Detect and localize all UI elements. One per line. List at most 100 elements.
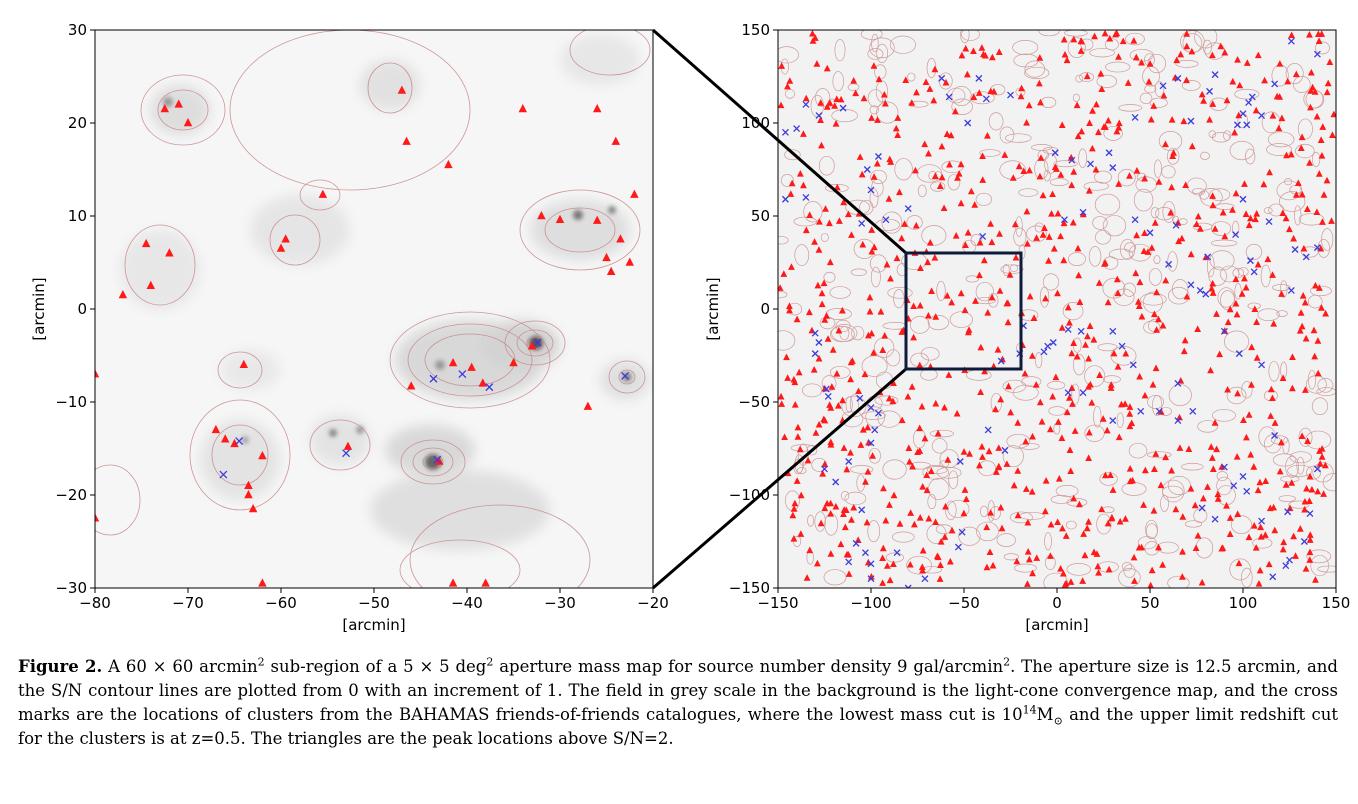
peak-triangle [1022,485,1030,492]
peak-triangle [1012,253,1020,261]
peak-triangle [854,536,862,544]
peak-triangle [1020,167,1028,175]
contour-loop [867,48,884,60]
peak-triangle [850,503,858,511]
cluster-cross [954,543,962,551]
peak-triangle [1253,210,1261,217]
zoom-indicator [652,28,1023,590]
y-tick-label: −10 [55,393,87,411]
peak-triangle [1035,79,1043,87]
contour-loop [1223,130,1232,141]
cluster-cross [621,372,630,380]
peak-triangle [244,480,253,489]
peak-triangle [1323,88,1331,96]
contour-loop [1048,406,1066,416]
peak-triangle [1013,557,1021,565]
peak-triangle [787,190,795,197]
caption-sub-5: ⊙ [1053,714,1063,728]
peak-triangle [1251,305,1259,312]
peak-triangle [1194,325,1202,332]
contour-loop [778,46,799,64]
cluster-cross [533,338,542,347]
peak-triangle [1041,224,1048,232]
peak-triangle [1302,565,1310,572]
contour-loop [1122,282,1136,297]
cluster-cross [1077,327,1085,335]
contour-loop [1191,187,1206,196]
peak-triangle [958,51,966,59]
contour-loop [1322,473,1336,492]
contour-loop [1263,207,1273,214]
contour-loop [1207,254,1215,278]
peak-triangle [815,354,823,362]
peak-triangle [1057,564,1064,572]
peak-triangle [866,307,874,315]
peak-triangle [220,434,230,443]
peak-triangle [1199,494,1207,502]
cluster-cross [938,74,946,82]
peak-triangle [1292,552,1299,559]
peak-triangle [1132,269,1140,277]
contour-loop [865,406,885,428]
peak-triangle [1260,180,1268,188]
peak-triangle [839,396,847,404]
peak-triangle [1022,437,1030,445]
peak-triangle [1130,553,1138,561]
peak-triangle [1138,312,1146,320]
peak-triangle [1088,399,1096,406]
peak-triangle [467,362,476,371]
peak-triangle [1234,56,1241,63]
contour-loop [1295,143,1315,159]
peak-triangle [873,159,881,167]
peak-triangle [244,490,253,499]
peak-triangle [992,405,999,413]
peak-triangle [967,187,975,195]
peak-triangle [1141,174,1149,182]
peak-triangle [1229,206,1236,213]
peak-triangle [849,357,856,364]
peak-triangle [883,562,891,569]
cluster-cross [1189,407,1197,415]
peak-triangle [1169,152,1177,159]
contour-loop [1296,456,1305,475]
contour-loop [874,395,899,406]
peak-triangle [1250,522,1258,529]
peak-triangle [1284,77,1292,85]
peak-triangle [824,335,832,342]
peak-triangle [1176,444,1184,451]
contour-loop [829,326,855,343]
peak-triangle [1026,166,1033,174]
peak-triangle [850,76,858,84]
peak-triangle [1114,363,1122,370]
peak-triangle [1271,526,1279,534]
contour-loop [1184,520,1202,528]
contour-loop [832,71,844,92]
peak-triangle [943,292,951,299]
peak-triangle [952,232,960,239]
contour-loop [970,91,995,105]
caption-text-4: . The aperture size is 12.5 arcmin, and … [18,657,1338,724]
contour-loop [1042,273,1060,291]
peak-triangle [874,116,881,123]
contour-loop [1307,369,1317,390]
contour-loop [1234,88,1260,100]
peak-triangle [1254,486,1262,494]
peak-triangle [940,204,948,212]
contour-loop [1024,60,1045,78]
peak-triangle [1147,115,1155,123]
cluster-cross [1064,389,1072,397]
cluster-cross [945,93,953,101]
peak-triangle [1176,413,1183,421]
cluster-cross [793,125,801,133]
contour-loop [1123,564,1136,578]
x-tick-label: −60 [265,594,297,612]
peak-triangle [448,357,458,367]
contour-loop [806,444,818,456]
cluster-cross [1109,327,1117,335]
peak-triangle [912,221,920,229]
contour-loop [1148,268,1162,286]
peak-triangle [868,226,876,233]
peak-triangle [942,502,949,510]
peak-triangle [986,548,994,556]
contour-loop [1234,283,1242,300]
